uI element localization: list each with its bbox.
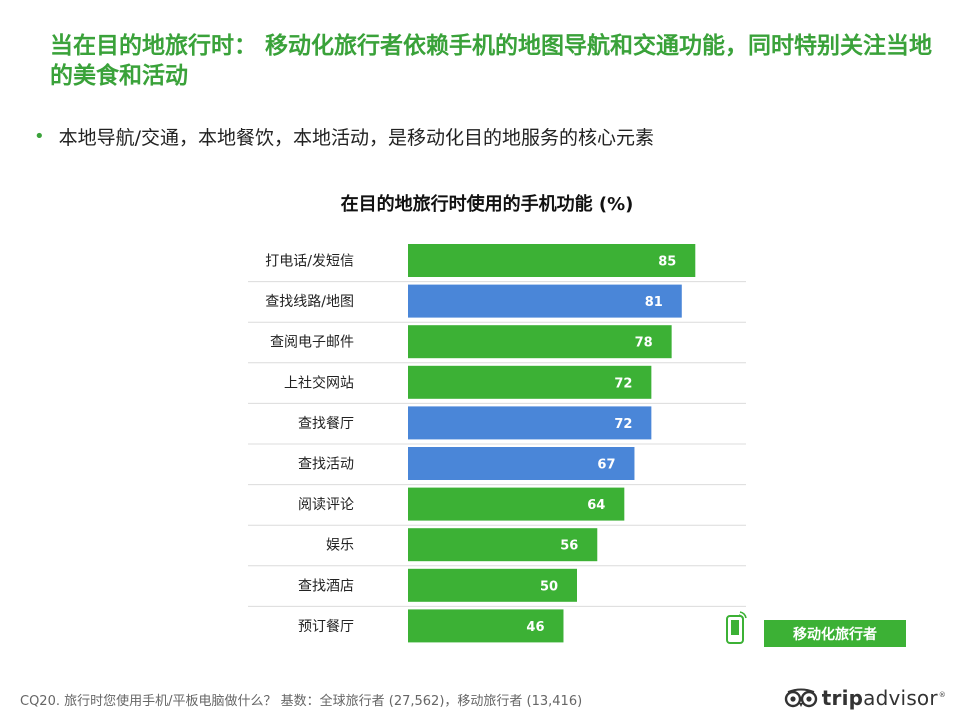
chart-title: 在目的地旅行时使用的手机功能 (%): [340, 194, 634, 215]
category-label: 预订餐厅: [298, 619, 354, 635]
bar-value-label: 85: [658, 255, 676, 270]
bar-value-label: 56: [560, 539, 578, 554]
category-label: 查找线路/地图: [265, 294, 354, 310]
bar: [408, 609, 564, 643]
headline: 当在目的地旅行时： 移动化旅行者依赖手机的地图导航和交通功能，同时特别关注当地的…: [50, 33, 933, 89]
logo-wordmark: tripadvisor®: [821, 686, 946, 710]
bar-value-label: 67: [597, 458, 615, 473]
bar: [408, 447, 635, 480]
owl-eyes-icon: [784, 688, 817, 708]
bar-value-label: 72: [614, 417, 632, 432]
footnote: CQ20. 旅行时您使用手机/平板电脑做什么？ 基数：全球旅行者 (27,562…: [20, 694, 583, 709]
bar: [408, 487, 625, 521]
mobile-phone-icon: [726, 611, 747, 644]
bar-value-label: 81: [645, 295, 663, 310]
category-label: 娱乐: [326, 538, 354, 554]
bar: [408, 284, 682, 318]
category-label: 上社交网站: [284, 374, 354, 391]
legend-label: 移动化旅行者: [764, 620, 906, 647]
category-label: 查阅电子邮件: [270, 335, 354, 351]
category-label: 查找酒店: [298, 578, 354, 594]
bar: [408, 568, 577, 602]
bar: [408, 365, 652, 399]
category-label: 查找餐厅: [298, 416, 354, 432]
bar: [408, 406, 652, 440]
bar-value-label: 46: [526, 620, 544, 635]
bar: [408, 528, 598, 562]
bar-value-label: 78: [635, 336, 653, 351]
bar: [408, 244, 696, 277]
category-label: 阅读评论: [298, 496, 354, 513]
bar-value-label: 64: [587, 498, 605, 513]
tripadvisor-logo: tripadvisor®: [784, 686, 946, 710]
bullet-dot-icon: •: [34, 126, 45, 147]
category-label: 打电话/发短信: [265, 253, 354, 270]
bullet-text: 本地导航/交通，本地餐饮，本地活动，是移动化目的地服务的核心元素: [58, 127, 655, 149]
bullet-point: • 本地导航/交通，本地餐饮，本地活动，是移动化目的地服务的核心元素: [34, 123, 654, 150]
bar-value-label: 50: [540, 579, 558, 594]
bar-value-label: 72: [614, 376, 632, 391]
bar: [408, 325, 672, 359]
category-label: 查找活动: [298, 457, 354, 473]
